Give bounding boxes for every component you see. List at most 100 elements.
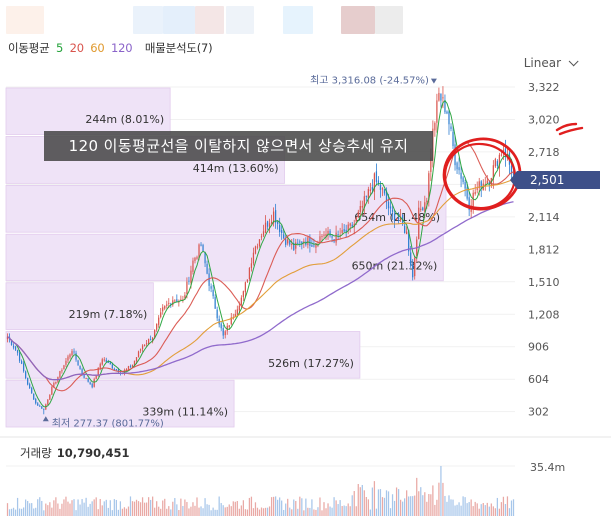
volume-bar — [428, 494, 430, 516]
volume-bar — [184, 499, 186, 516]
toolbar-button[interactable] — [341, 6, 375, 34]
volume-bar — [349, 506, 351, 516]
candle-body — [214, 296, 216, 309]
low-price-label: 최저 277.37 (801.77%) — [52, 417, 164, 429]
candle-body — [125, 369, 128, 371]
volume-bar — [196, 497, 198, 516]
candle-body — [129, 366, 132, 368]
volume-bar — [119, 501, 122, 516]
volume-bar — [343, 505, 345, 516]
volume-bar — [49, 502, 51, 516]
candle-body — [71, 351, 73, 356]
candle-body — [331, 236, 333, 238]
candle-body — [307, 237, 309, 246]
candle-body — [339, 235, 341, 237]
toolbar-button[interactable] — [226, 6, 254, 34]
candle-body — [27, 377, 29, 385]
candle-body — [133, 360, 136, 366]
volume-bar — [91, 501, 93, 516]
volume-bar — [391, 494, 394, 516]
candle-body — [301, 241, 303, 244]
low-marker-icon — [42, 416, 49, 422]
volume-bar — [393, 500, 396, 516]
volume-bar — [361, 484, 363, 516]
volume-bar — [85, 497, 87, 516]
scale-select[interactable]: Linear — [523, 56, 579, 70]
volume-bar — [512, 499, 515, 516]
candle-body — [166, 304, 168, 306]
volume-bar — [156, 501, 158, 516]
volume-bar — [232, 501, 234, 516]
candle-body — [268, 223, 271, 229]
volume-bar — [212, 507, 214, 516]
toolbar-button[interactable] — [6, 6, 44, 34]
volume-bars — [0, 436, 611, 516]
candle-body — [105, 359, 107, 362]
volume-bar — [230, 506, 232, 516]
candle-body — [85, 378, 87, 380]
candle-body — [293, 243, 295, 251]
candle-body — [351, 224, 353, 227]
candle-body — [172, 300, 174, 306]
candle-body — [468, 197, 470, 211]
volume-profile-label: 526m (17.27%) — [268, 357, 354, 370]
volume-bar — [67, 501, 69, 516]
candle-body — [238, 305, 240, 311]
volume-bar — [408, 496, 410, 516]
volume-bar — [472, 506, 474, 516]
toolbar-button[interactable] — [283, 6, 313, 34]
volume-value: 10,790,451 — [56, 446, 130, 460]
volume-bar — [246, 509, 249, 516]
volume-bar — [145, 502, 148, 516]
volume-profile-label: 650m (21.32%) — [352, 259, 438, 272]
volume-bar — [254, 502, 257, 516]
candle-body — [83, 374, 85, 378]
volume-bar — [341, 506, 343, 516]
candle-body — [109, 362, 111, 365]
volume-bar — [59, 508, 61, 516]
volume-profile-bar — [5, 233, 444, 282]
volume-bar — [33, 508, 35, 516]
volume-bar — [327, 503, 329, 516]
moving-average-title[interactable]: 이동평균 — [8, 41, 50, 55]
volume-bar — [450, 499, 452, 516]
volume-bar — [319, 497, 321, 516]
volume-profile-label: 414m (13.60%) — [193, 162, 279, 175]
volume-bar — [277, 499, 279, 516]
toolbar-button[interactable] — [375, 6, 403, 34]
candle-body — [389, 206, 392, 209]
candle-body — [408, 229, 410, 252]
candle-body — [29, 384, 31, 388]
candle-body — [329, 230, 331, 236]
candle-body — [111, 364, 113, 369]
candle-body — [79, 365, 81, 370]
toolbar-button[interactable] — [133, 6, 163, 34]
volume-bar — [168, 506, 170, 516]
volume-bar — [172, 501, 174, 516]
candle-body — [254, 246, 257, 254]
candle-body — [297, 242, 299, 244]
candle-body — [81, 369, 83, 375]
candle-body — [20, 361, 23, 364]
candle-body — [93, 379, 95, 387]
volume-profile-title[interactable]: 매물분석도(7) — [144, 41, 213, 55]
volume-bar — [240, 505, 242, 516]
candle-body — [16, 350, 19, 353]
volume-bar — [73, 499, 75, 516]
candle-body — [291, 243, 293, 245]
price-tick-label: 1,208 — [528, 308, 560, 321]
volume-profile: 244m (8.01%) 414m (13.60%) 654m (21.48%) 65… — [5, 87, 447, 428]
volume-bar — [442, 482, 444, 516]
volume-bar — [454, 505, 456, 516]
candle-body — [59, 371, 61, 378]
toolbar-button[interactable] — [195, 6, 224, 34]
volume-bar — [55, 497, 57, 516]
scale-select-label: Linear — [523, 56, 561, 70]
toolbar-button[interactable] — [163, 6, 195, 34]
volume-bar — [470, 499, 472, 516]
volume-bar — [367, 499, 369, 516]
candle-body — [486, 180, 488, 184]
volume-bar — [12, 507, 15, 516]
volume-profile-bar — [5, 379, 235, 428]
